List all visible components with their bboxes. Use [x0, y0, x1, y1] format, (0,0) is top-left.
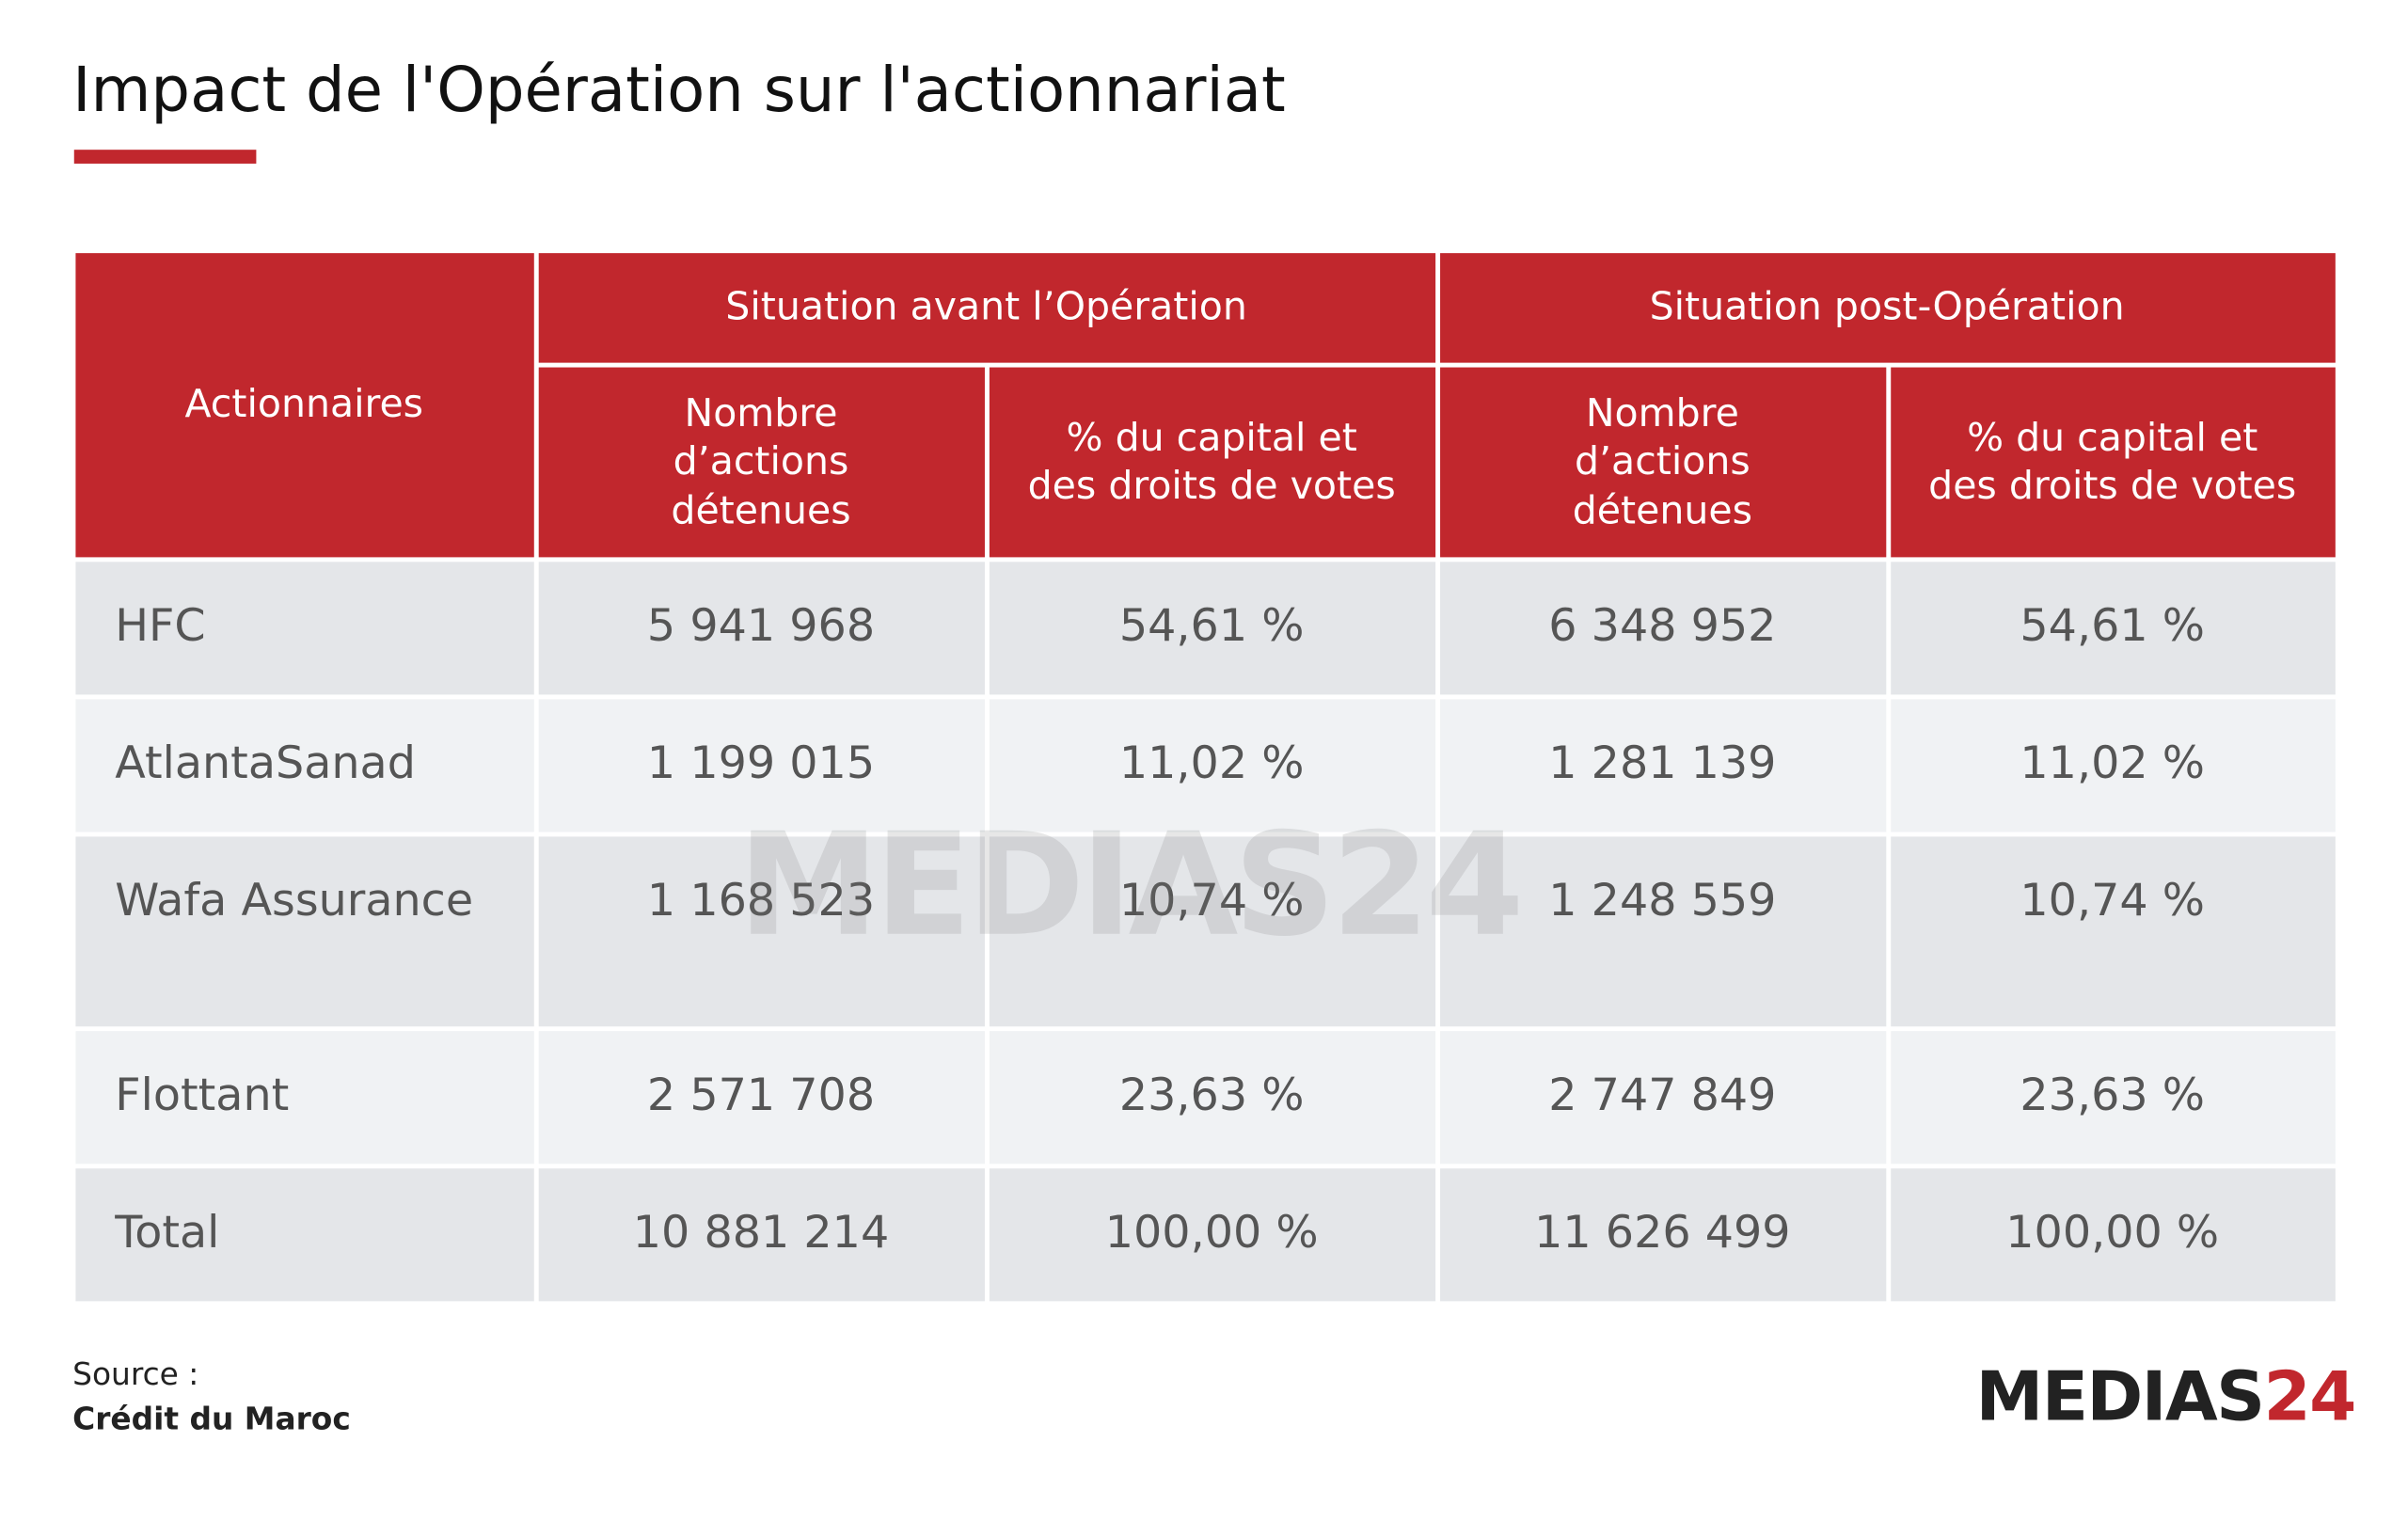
- table-cell-text: 11,02 %: [2020, 735, 2205, 788]
- table-cell-text: 11 626 499: [1534, 1204, 1791, 1258]
- column-header-text: % du capital et des droits de votes: [1027, 415, 1396, 508]
- table-cell: 100,00 %: [1890, 1167, 2336, 1301]
- row-header: Wafa Assurance: [74, 835, 533, 1026]
- table-cell: 23,63 %: [989, 1030, 1435, 1164]
- logo: MEDIAS24: [1975, 1358, 2357, 1437]
- column-header: % du capital et des droits de votes: [1890, 366, 2336, 557]
- table-cell: 23,63 %: [1890, 1030, 2336, 1164]
- table-cell-text: 2 747 849: [1548, 1067, 1777, 1120]
- table-cell: 54,61 %: [989, 561, 1435, 694]
- table-cell-text: 23,63 %: [1118, 1067, 1305, 1120]
- group-header-text: Situation post-Opération: [1649, 284, 2125, 330]
- row-header: Flottant: [74, 1030, 533, 1164]
- table-cell: 2 747 849: [1439, 1030, 1886, 1164]
- table-cell-text: 1 168 523: [646, 872, 876, 926]
- table-cell: 100,00 %: [989, 1167, 1435, 1301]
- title: Impact de l'Opération sur l'actionnariat: [72, 55, 1286, 127]
- table-cell-text: 1 248 559: [1548, 872, 1777, 926]
- corner-header-text: Actionnaires: [184, 381, 424, 427]
- row-header-text: HFC: [115, 597, 206, 651]
- row-header: Total: [74, 1167, 533, 1301]
- table-cell: 10,74 %: [1890, 835, 2336, 1026]
- table-cell: 11,02 %: [1890, 698, 2336, 832]
- source-label: Source :: [72, 1355, 199, 1393]
- group-header-text: Situation avant l’Opération: [725, 284, 1247, 330]
- column-header-text: % du capital et des droits de votes: [1928, 415, 2297, 508]
- table-cell-text: 1 281 139: [1548, 735, 1777, 788]
- group-header: Situation post-Opération: [1439, 252, 2336, 362]
- table-cell: 5 941 968: [537, 561, 985, 694]
- table-cell: 10,74 %: [989, 835, 1435, 1026]
- column-header-text: Nombre d’actions détenues: [1572, 390, 1752, 532]
- table-cell-text: 100,00 %: [2005, 1204, 2220, 1258]
- table-cell: 2 571 708: [537, 1030, 985, 1164]
- table-cell: 10 881 214: [537, 1167, 985, 1301]
- table-cell: 1 199 015: [537, 698, 985, 832]
- logo-name: MEDIAS: [1975, 1358, 2265, 1437]
- row-header-text: Total: [115, 1204, 220, 1258]
- table-cell: 6 348 952: [1439, 561, 1886, 694]
- table-cell-text: 100,00 %: [1104, 1204, 1319, 1258]
- group-header: Situation avant l’Opération: [537, 252, 1435, 362]
- row-header-text: AtlantaSanad: [115, 735, 416, 788]
- column-header: Nombre d’actions détenues: [537, 366, 985, 557]
- logo-number: 24: [2263, 1358, 2357, 1437]
- source-text: Crédit du Maroc: [72, 1400, 351, 1437]
- table-cell: 11,02 %: [989, 698, 1435, 832]
- column-header-text: Nombre d’actions détenues: [671, 390, 851, 532]
- table-cell-text: 23,63 %: [2020, 1067, 2205, 1120]
- table-cell-text: 10 881 214: [632, 1204, 890, 1258]
- corner-header: Actionnaires: [74, 252, 533, 557]
- table-cell: 54,61 %: [1890, 561, 2336, 694]
- table-cell-text: 1 199 015: [646, 735, 876, 788]
- table-cell: 1 281 139: [1439, 698, 1886, 832]
- table-cell-text: 54,61 %: [2020, 597, 2205, 651]
- table-cell-text: 5 941 968: [646, 597, 876, 651]
- table-cell: 1 168 523: [537, 835, 985, 1026]
- table-cell-text: 11,02 %: [1118, 735, 1305, 788]
- table-cell-text: 2 571 708: [646, 1067, 876, 1120]
- row-header-text: Wafa Assurance: [115, 872, 474, 926]
- title-underline: [73, 150, 257, 164]
- table-cell-text: 54,61 %: [1118, 597, 1305, 651]
- column-header: Nombre d’actions détenues: [1439, 366, 1886, 557]
- row-header-text: Flottant: [115, 1067, 290, 1120]
- table-cell-text: 10,74 %: [2020, 872, 2205, 926]
- table-cell: 1 248 559: [1439, 835, 1886, 1026]
- table-cell-text: 6 348 952: [1548, 597, 1777, 651]
- column-header: % du capital et des droits de votes: [989, 366, 1435, 557]
- table-cell-text: 10,74 %: [1118, 872, 1305, 926]
- table-cell: 11 626 499: [1439, 1167, 1886, 1301]
- row-header: HFC: [74, 561, 533, 694]
- row-header: AtlantaSanad: [74, 698, 533, 832]
